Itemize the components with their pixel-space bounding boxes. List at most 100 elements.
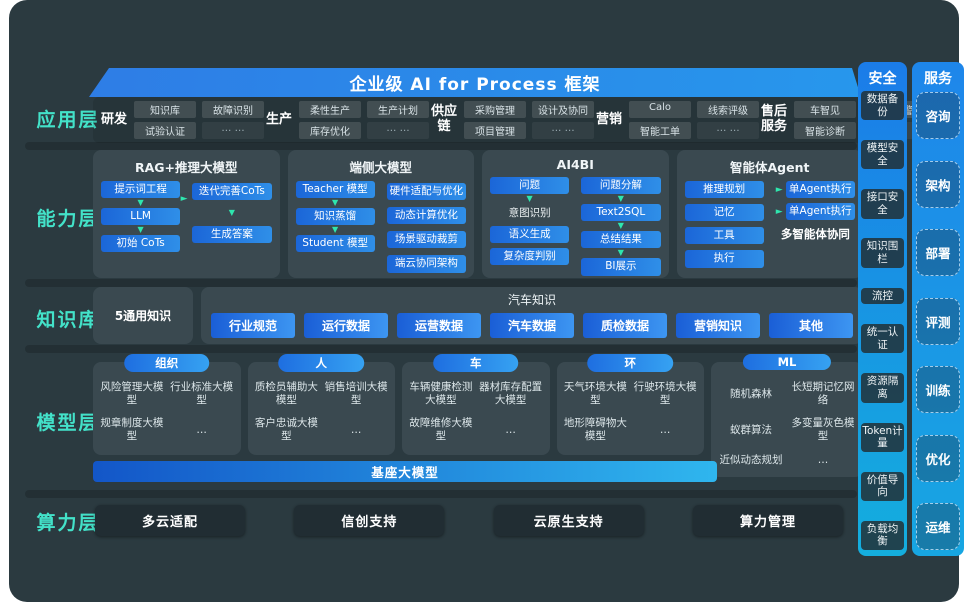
agent-flow: 推理规划 记忆 工具 执行 ► 单Agent执行 ► 单Agent执行 多智能体… <box>684 181 855 268</box>
knowledge-chip: 质检数据 <box>583 313 667 338</box>
service-item: 优化 <box>916 434 960 482</box>
edge-model-card: 端侧大模型 Teacher 模型 ▼ 知识蒸馏 ▼ Student 模型 硬件适… <box>287 150 474 278</box>
model-item: 车辆健康检测大模型 <box>409 381 473 407</box>
app-item-more: … … <box>202 122 264 139</box>
app-group-name: 营销 <box>595 111 622 127</box>
service-item: 部署 <box>916 229 960 276</box>
agent-item: 记忆 <box>684 204 764 222</box>
app-item: Calo <box>629 101 691 118</box>
agent-card: 智能体Agent 推理规划 记忆 工具 执行 ► 单Agent执行 ► 单Age… <box>676 150 863 278</box>
model-item: 天气环境大模型 <box>563 381 627 407</box>
app-group-rd: 研发 知识库 故障识别 试验认证 … … <box>99 101 264 139</box>
security-item: 知识围栏 <box>861 238 904 268</box>
model-card-pill: 人 <box>278 354 365 372</box>
edge-item: 硬件适配与优化 <box>386 183 466 201</box>
compute-item: 算力管理 <box>692 505 843 536</box>
flow-step: LLM <box>101 208 181 226</box>
flow-step: BI展示 <box>581 258 661 276</box>
edge-item: 动态计算优化 <box>386 207 466 225</box>
model-item: 多变量灰色模型 <box>791 417 855 443</box>
foundation-model-bar: 基座大模型 <box>93 461 717 482</box>
layer-label-model: 模型层 <box>36 412 100 434</box>
app-group-production: 生产 柔性生产 生产计划 库存优化 … … <box>264 101 429 139</box>
compute-layer-row: 多云适配 信创支持 云原生支持 算力管理 <box>95 505 843 536</box>
model-card-person: 人 质检员辅助大模型 销售培训大模型 客户忠诚大模型 … <box>247 354 395 455</box>
agent-item: 执行 <box>684 250 764 268</box>
arrow-down-icon: ▼ <box>617 248 624 258</box>
app-item: 试验认证 <box>134 122 196 139</box>
service-item: 咨询 <box>916 92 960 139</box>
model-item: 长短期记忆网络 <box>791 381 855 407</box>
arrow-down-icon: ▼ <box>137 198 144 208</box>
arrow-right-icon: ► <box>775 184 783 195</box>
layer-label-compute: 算力层 <box>36 512 100 534</box>
flow-step: Teacher 模型 <box>295 181 375 199</box>
model-card-vehicle: 车 车辆健康检测大模型 器材库存配置大模型 故障维修大模型 … <box>402 354 550 455</box>
model-item: 客户忠诚大模型 <box>254 417 318 443</box>
service-item: 运维 <box>916 503 960 550</box>
model-item: 规章制度大模型 <box>100 417 164 443</box>
ai4bi-flow: 问题 ▼ 意图识别 语义生成 复杂度判别 问题分解 ▼ Text2SQL ▼ 总… <box>490 177 661 276</box>
layer-divider <box>25 345 857 353</box>
ai4bi-card: AI4BI 问题 ▼ 意图识别 语义生成 复杂度判别 问题分解 ▼ Text2S… <box>482 150 669 278</box>
flow-step: 提示词工程 <box>101 181 181 199</box>
flow-step: 迭代完善CoTs <box>192 183 272 201</box>
auto-knowledge-card: 汽车知识 行业规范 运行数据 运营数据 汽车数据 质检数据 营销知识 其他 <box>201 287 863 344</box>
slide-background: 企业级 AI for Process 框架 应用层 能力层 知识库 模型层 算力… <box>9 0 964 602</box>
model-layer-row: 组织 风险管理大模型 行业标准大模型 规章制度大模型 … 人 质检员辅助大模型 … <box>93 354 863 477</box>
card-title: 智能体Agent <box>730 160 810 175</box>
title-banner: 企业级 AI for Process 框架 <box>89 68 861 97</box>
arrow-right-icon: ► <box>180 194 188 204</box>
security-header: 安全 <box>868 71 897 87</box>
flow-step: 初始 CoTs <box>101 235 181 253</box>
arrow-down-icon: ▼ <box>617 221 624 231</box>
agent-exec-row: ► 单Agent执行 <box>776 203 855 221</box>
application-layer-row: 研发 知识库 故障识别 试验认证 … … 生产 柔性生产 生产计划 库存优化 …… <box>93 97 924 143</box>
app-group-name: 供应链 <box>430 104 457 134</box>
security-item: 负载均衡 <box>861 520 904 550</box>
app-group-items: 采购管理 设计及协同 项目管理 … … <box>464 101 594 139</box>
app-item: 库存优化 <box>299 122 361 139</box>
app-group-items: 知识库 故障识别 试验认证 … … <box>134 101 264 139</box>
compute-item: 多云适配 <box>95 505 245 536</box>
model-item-more: … <box>350 423 362 436</box>
app-group-name: 生产 <box>265 111 292 127</box>
security-item: 流控 <box>861 287 904 305</box>
model-card-environment: 环 天气环境大模型 行驶环境大模型 地形障碍物大模型 … <box>556 354 704 455</box>
model-item: 随机森林 <box>730 387 772 400</box>
service-item: 训练 <box>916 366 960 413</box>
model-item-more: … <box>505 423 516 436</box>
knowledge-chip: 运行数据 <box>304 313 388 338</box>
knowledge-chip: 汽车数据 <box>490 313 574 338</box>
knowledge-chip: 运营数据 <box>397 313 481 338</box>
model-item: 风险管理大模型 <box>100 381 164 407</box>
knowledge-chips: 行业规范 运行数据 运营数据 汽车数据 质检数据 营销知识 其他 <box>211 313 853 338</box>
model-item: 故障维修大模型 <box>409 417 473 443</box>
app-item: 智能诊断 <box>794 122 856 139</box>
app-group-name: 售后服务 <box>760 104 787 134</box>
model-card-pill: ML <box>742 354 832 370</box>
flow-step: Text2SQL <box>581 204 661 222</box>
app-group-marketing: 营销 Calo 线索评级 智能工单 … … <box>594 101 759 139</box>
model-item: 行驶环境大模型 <box>633 381 697 407</box>
edge-item: 场景驱动裁剪 <box>386 231 466 249</box>
layer-label-application: 应用层 <box>36 109 100 131</box>
model-item-more: … <box>817 453 829 466</box>
model-item: 销售培训大模型 <box>324 381 388 407</box>
arrow-down-icon: ▼ <box>332 198 339 208</box>
service-item: 架构 <box>916 160 960 208</box>
app-item: 生产计划 <box>367 101 429 118</box>
agent-exec: 单Agent执行 <box>785 203 855 221</box>
model-item: 行业标准大模型 <box>170 381 234 407</box>
arrow-down-icon: ▼ <box>332 225 339 235</box>
page-title: 企业级 AI for Process 框架 <box>349 75 601 95</box>
app-item: 设计及协同 <box>532 101 594 118</box>
arrow-down-icon: ▼ <box>617 194 624 204</box>
general-knowledge-card: 5通用知识 <box>93 287 193 344</box>
app-item: 采购管理 <box>464 101 526 118</box>
security-item: 接口安全 <box>861 189 904 219</box>
app-item: 知识库 <box>134 101 196 118</box>
model-card-pill: 组织 <box>123 354 210 372</box>
app-item-more: … … <box>367 122 429 139</box>
model-item: 近似动态规划 <box>719 453 783 466</box>
